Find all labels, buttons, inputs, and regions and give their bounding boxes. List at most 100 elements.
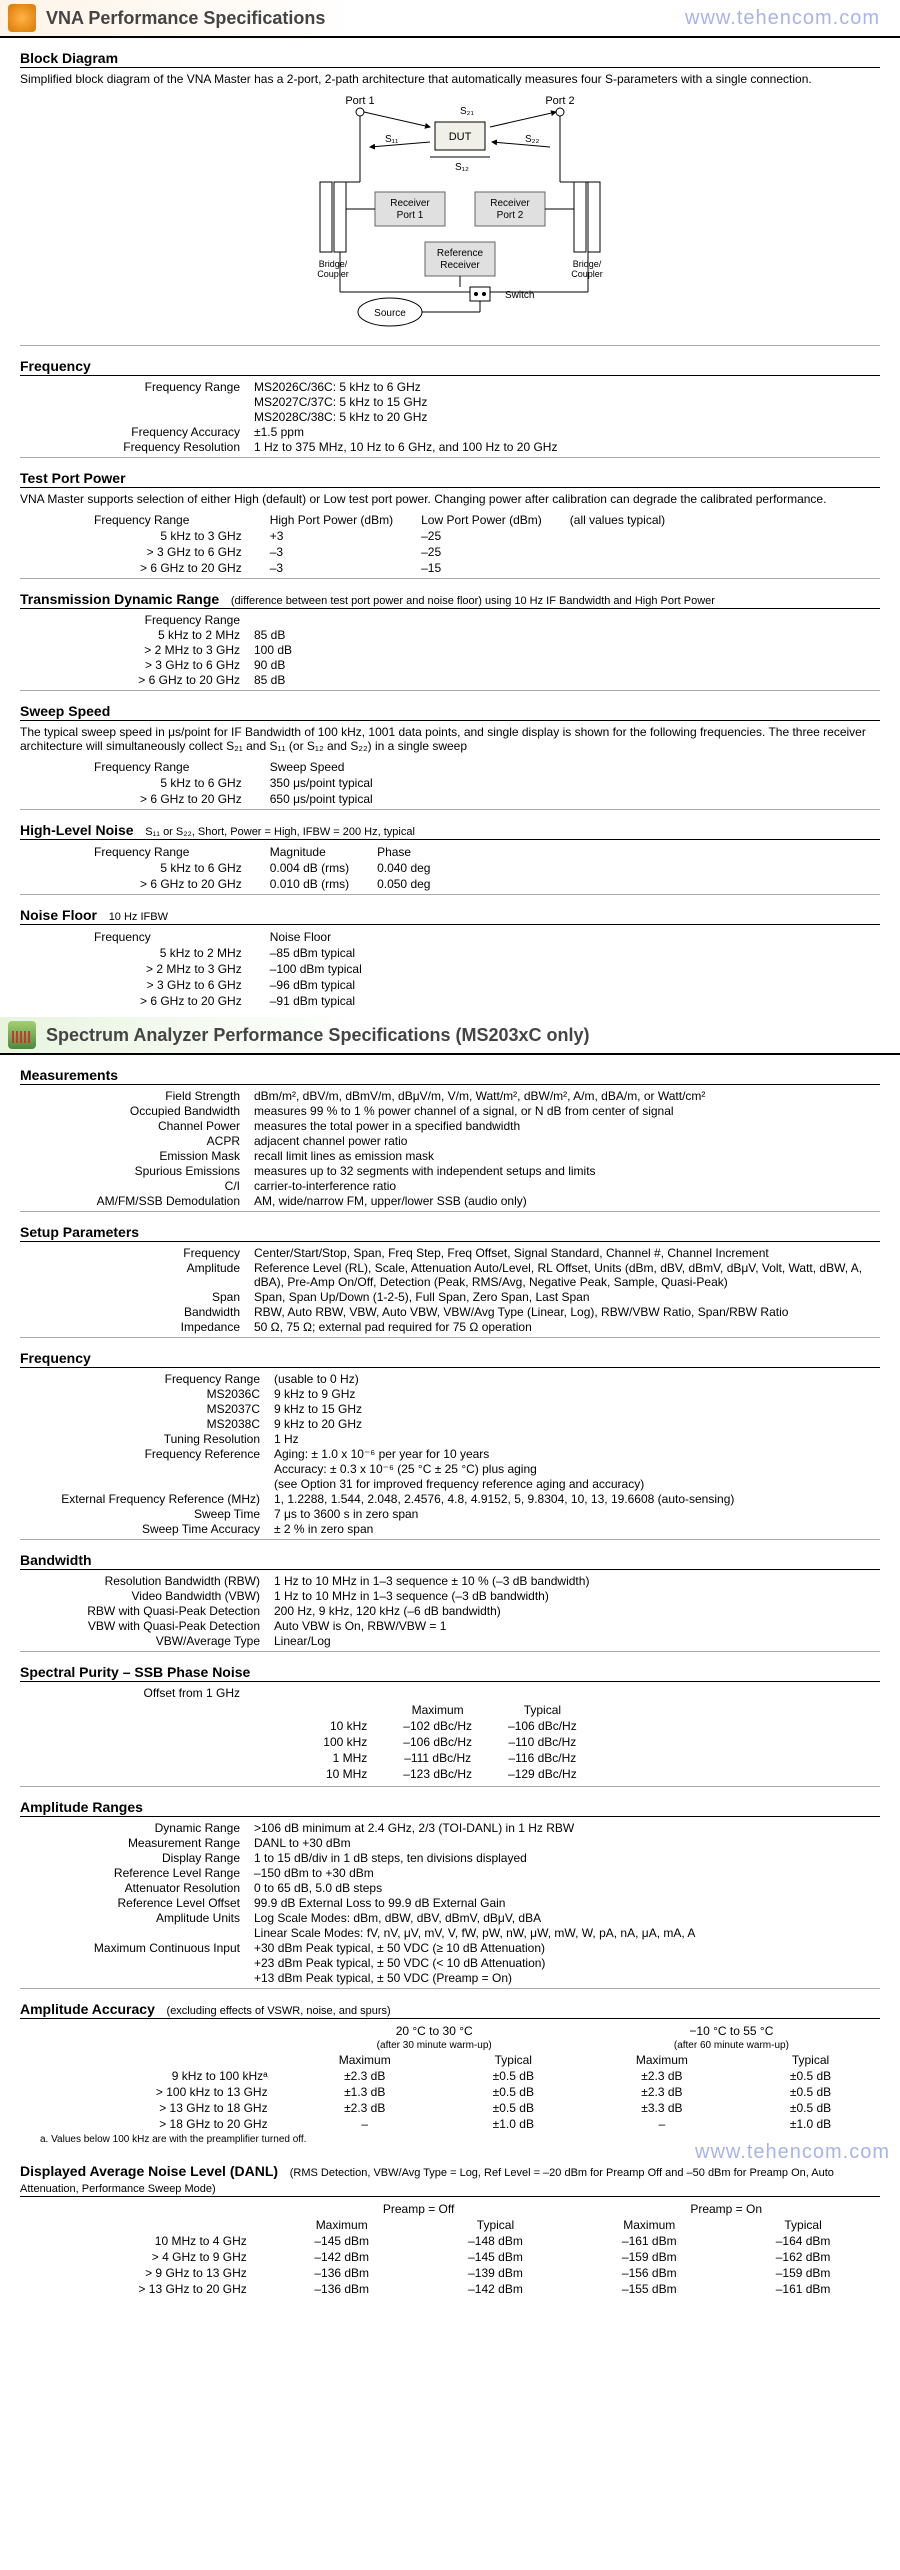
spec-value: 9 kHz to 9 GHz [274, 1387, 880, 1401]
spec-row: Tuning Resolution1 Hz [20, 1432, 880, 1446]
table-row: 5 kHz to 2 MHz–85 dBm typical [80, 945, 376, 961]
spec-row: 5 kHz to 2 MHz85 dB [20, 628, 880, 642]
table-cell: – [583, 2116, 741, 2132]
spec-label: Sweep Time Accuracy [20, 1522, 274, 1536]
spec-label: Video Bandwidth (VBW) [20, 1589, 274, 1603]
spec-value: 7 μs to 3600 s in zero span [274, 1507, 880, 1521]
svg-text:Receiver: Receiver [440, 260, 480, 271]
table-cell: –136 dBm [265, 2281, 419, 2297]
table-cell: –145 dBm [419, 2249, 573, 2265]
table-cell: –15 [407, 560, 556, 576]
spec-row: VBW with Quasi-Peak DetectionAuto VBW is… [20, 1619, 880, 1633]
table-cell: ±2.3 dB [583, 2084, 741, 2100]
spec-row: (see Option 31 for improved frequency re… [20, 1477, 880, 1491]
table-cell: > 6 GHz to 20 GHz [80, 791, 256, 807]
group-header: Preamp = On [572, 2201, 880, 2217]
spec-label: Dynamic Range [20, 1821, 254, 1835]
table-cell: 1 MHz [305, 1750, 385, 1766]
spec-row: Impedance50 Ω, 75 Ω; external pad requir… [20, 1320, 880, 1334]
spec-value: 1 Hz [274, 1432, 880, 1446]
table-cell: –139 dBm [419, 2265, 573, 2281]
spec-value: MS2028C/38C: 5 kHz to 20 GHz [254, 410, 880, 424]
spec-value: ±1.5 ppm [254, 425, 880, 439]
subhead: Noise Floor 10 Hz IFBW [20, 907, 880, 925]
col-header: Typical [444, 2052, 583, 2068]
spec-label: Emission Mask [20, 1149, 254, 1163]
spec-label: Spurious Emissions [20, 1164, 254, 1178]
col-header: Sweep Speed [256, 759, 387, 775]
col-header: Maximum [572, 2217, 726, 2233]
spec-sublabel: Offset from 1 GHz [20, 1686, 254, 1700]
col-header: Frequency [80, 929, 256, 945]
table-row: > 13 GHz to 20 GHz–136 dBm–142 dBm–155 d… [20, 2281, 880, 2297]
table-cell: –159 dBm [726, 2265, 880, 2281]
spec-label: Attenuator Resolution [20, 1881, 254, 1895]
svg-text:S₂₂: S₂₂ [525, 134, 540, 145]
spec-row: AM/FM/SSB DemodulationAM, wide/narrow FM… [20, 1194, 880, 1208]
header-vna-title: VNA Performance Specifications [46, 8, 325, 29]
spec-value: 1, 1.2288, 1.544, 2.048, 2.4576, 4.8, 4.… [274, 1492, 880, 1506]
spec-value: RBW, Auto RBW, VBW, Auto VBW, VBW/Avg Ty… [254, 1305, 880, 1319]
table-cell: –25 [407, 528, 556, 544]
svg-text:Bridge/: Bridge/ [573, 259, 602, 269]
subhead: Bandwidth [20, 1552, 880, 1570]
table-cell: –111 dBc/Hz [385, 1750, 490, 1766]
col-header: Magnitude [256, 844, 363, 860]
spec-row: Resolution Bandwidth (RBW)1 Hz to 10 MHz… [20, 1574, 880, 1588]
group-header: Preamp = Off [265, 2201, 573, 2217]
spec-row: FrequencyCenter/Start/Stop, Span, Freq S… [20, 1246, 880, 1260]
table-row: 9 kHz to 100 kHzᵃ±2.3 dB±0.5 dB±2.3 dB±0… [20, 2068, 880, 2084]
spec-value: AM, wide/narrow FM, upper/lower SSB (aud… [254, 1194, 880, 1208]
table-cell: 9 kHz to 100 kHzᵃ [20, 2068, 286, 2084]
spec-label: Frequency Range [20, 380, 254, 394]
table-cell: 5 kHz to 3 GHz [80, 528, 256, 544]
table-row: > 100 kHz to 13 GHz±1.3 dB±0.5 dB±2.3 dB… [20, 2084, 880, 2100]
table-row: 10 kHz–102 dBc/Hz–106 dBc/Hz [305, 1718, 594, 1734]
spec-value: measures the total power in a specified … [254, 1119, 880, 1133]
group-header: 20 °C to 30 °C [286, 2023, 583, 2039]
svg-text:Port 1: Port 1 [345, 95, 374, 107]
table-cell: ±0.5 dB [741, 2084, 880, 2100]
table-cell: –142 dBm [265, 2249, 419, 2265]
spec-row: Reference Level Offset99.9 dB External L… [20, 1896, 880, 1910]
spec-row: Accuracy: ± 0.3 x 10⁻⁶ (25 °C ± 25 °C) p… [20, 1462, 880, 1476]
col-header: Typical [419, 2217, 573, 2233]
table-cell: > 18 GHz to 20 GHz [20, 2116, 286, 2132]
intro-text: The typical sweep speed in μs/point for … [20, 725, 880, 753]
spec-row: Frequency RangeMS2026C/36C: 5 kHz to 6 G… [20, 380, 880, 394]
spec-row: Channel Powermeasures the total power in… [20, 1119, 880, 1133]
spec-row: Measurement RangeDANL to +30 dBm [20, 1836, 880, 1850]
col-header: Maximum [265, 2217, 419, 2233]
spec-value: ± 2 % in zero span [274, 1522, 880, 1536]
spec-label: Resolution Bandwidth (RBW) [20, 1574, 274, 1588]
col-header: Typical [741, 2052, 880, 2068]
svg-text:S₁₁: S₁₁ [385, 134, 399, 145]
spec-label [20, 1926, 254, 1940]
watermark-top: www.tehencom.com [685, 7, 880, 30]
table-cell: > 3 GHz to 6 GHz [80, 977, 256, 993]
table-row: 5 kHz to 6 GHz350 μs/point typical [80, 775, 387, 791]
spec-value: MS2027C/37C: 5 kHz to 15 GHz [254, 395, 880, 409]
table-row: 1 MHz–111 dBc/Hz–116 dBc/Hz [305, 1750, 594, 1766]
spec-row: Spurious Emissionsmeasures up to 32 segm… [20, 1164, 880, 1178]
table-row: > 9 GHz to 13 GHz–136 dBm–139 dBm–156 dB… [20, 2265, 880, 2281]
table-cell: –136 dBm [265, 2265, 419, 2281]
table-row: 5 kHz to 6 GHz0.004 dB (rms)0.040 deg [80, 860, 444, 876]
spec-value: (usable to 0 Hz) [274, 1372, 880, 1386]
table-cell: –110 dBc/Hz [490, 1734, 595, 1750]
spec-value: Center/Start/Stop, Span, Freq Step, Freq… [254, 1246, 880, 1260]
spec-label: External Frequency Reference (MHz) [20, 1492, 274, 1506]
table-row: 10 MHz to 4 GHz–145 dBm–148 dBm–161 dBm–… [20, 2233, 880, 2249]
table-cell: –96 dBm typical [256, 977, 376, 993]
spec-label: Field Strength [20, 1089, 254, 1103]
table-cell: –155 dBm [572, 2281, 726, 2297]
spec-value: 1 Hz to 375 MHz, 10 Hz to 6 GHz, and 100… [254, 440, 880, 454]
spec-value [254, 613, 880, 627]
spec-row: > 2 MHz to 3 GHz100 dB [20, 643, 880, 657]
subhead: Amplitude Ranges [20, 1799, 880, 1817]
table-cell: 100 kHz [305, 1734, 385, 1750]
spec-label: > 6 GHz to 20 GHz [20, 673, 254, 687]
svg-text:Receiver: Receiver [490, 198, 530, 209]
spec-label: Amplitude Units [20, 1911, 254, 1925]
spec-row: Frequency ReferenceAging: ± 1.0 x 10⁻⁶ p… [20, 1447, 880, 1461]
